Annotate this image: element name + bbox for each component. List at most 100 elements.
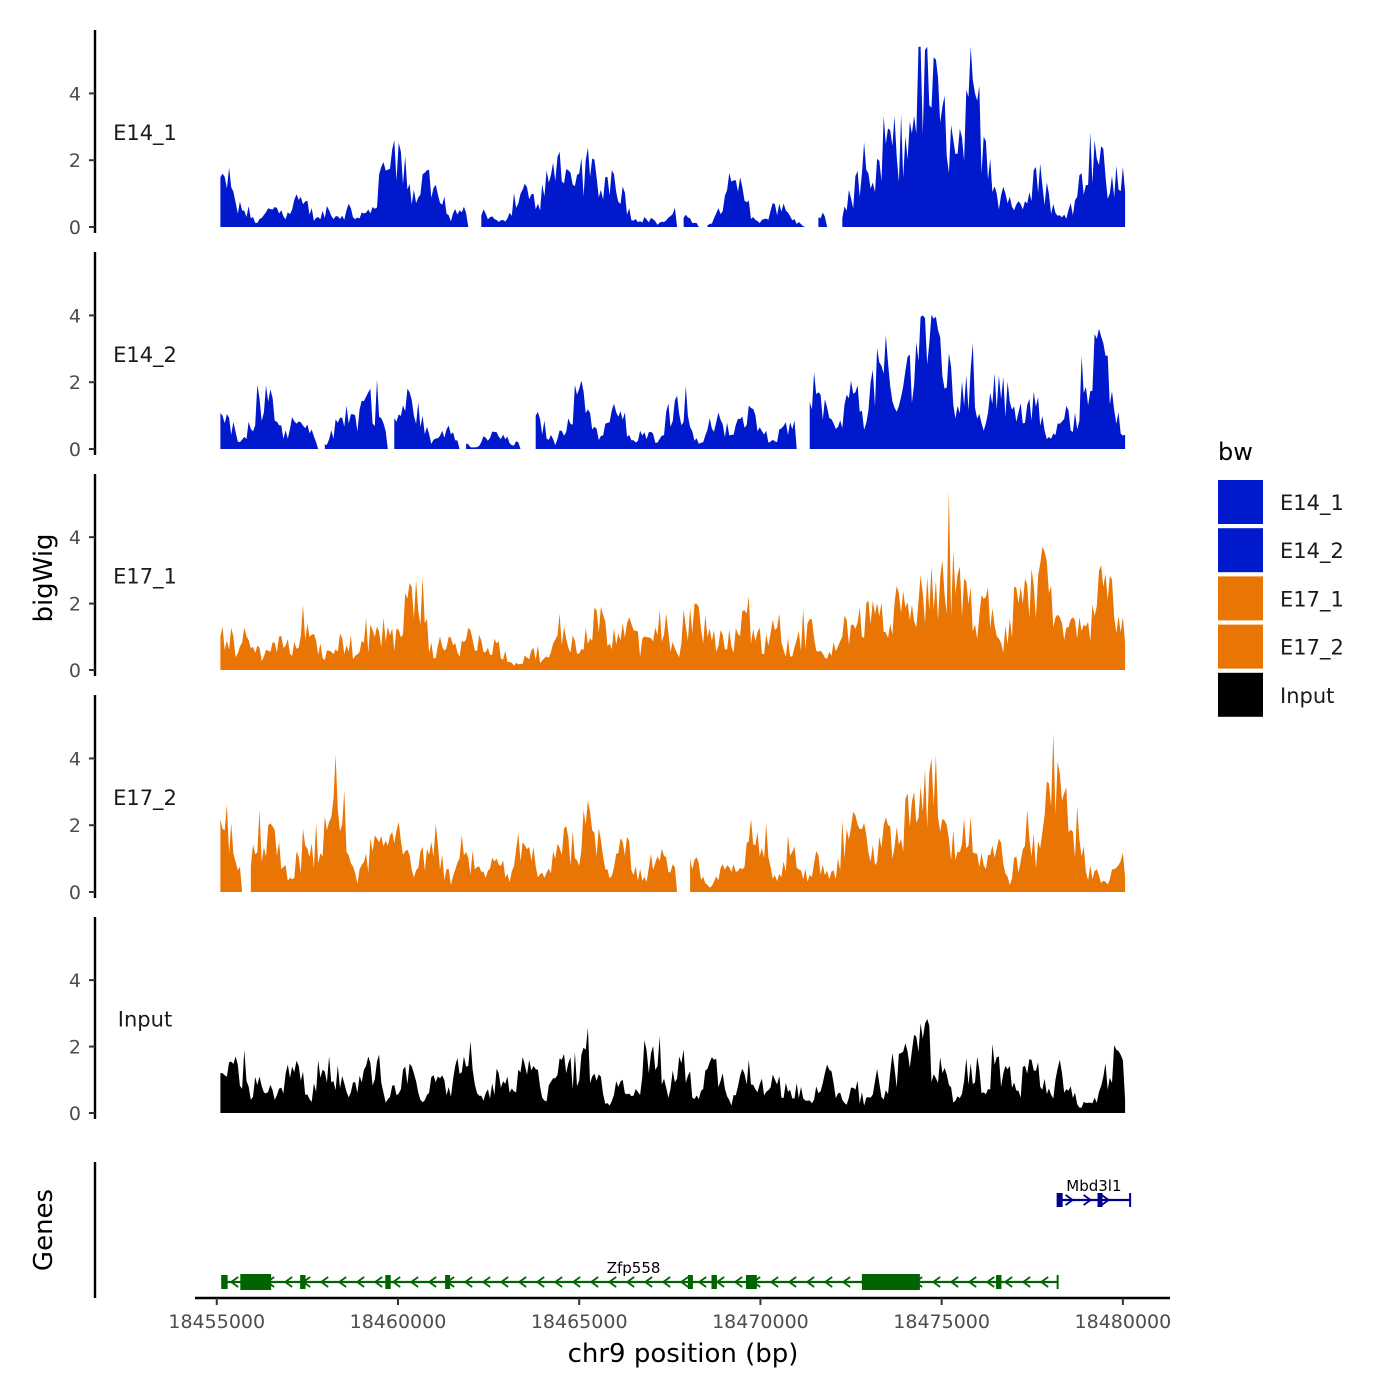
strand-arrow-icon: [337, 1276, 347, 1288]
gene-Zfp558: Zfp558: [221, 1259, 1059, 1290]
strand-arrow-icon: [229, 1276, 239, 1288]
strand-arrow-icon: [625, 1276, 635, 1288]
gene-exon: [1057, 1193, 1063, 1207]
y-tick-label: 2: [69, 594, 81, 616]
track-Input: 0 2 4 Input: [69, 917, 1126, 1125]
y-tick-label: 0: [69, 882, 81, 904]
legend-item: E14_2: [1218, 528, 1344, 573]
y-tick-label: 0: [69, 1103, 81, 1125]
legend-item: Input: [1218, 672, 1334, 717]
gene-models: Zfp558 Mbd3l1: [221, 1177, 1132, 1290]
strand-arrow-icon: [661, 1276, 671, 1288]
track-label: E17_2: [113, 786, 177, 811]
genes-panel: Genes Zfp558 Mbd3l1: [29, 1162, 1132, 1298]
strand-arrow-icon: [697, 1276, 707, 1288]
legend-item: E17_1: [1218, 576, 1344, 621]
legend-item: E17_2: [1218, 624, 1344, 669]
strand-arrow-icon: [499, 1276, 509, 1288]
strand-arrow-icon: [1039, 1276, 1049, 1288]
y-tick-label: 4: [69, 970, 81, 992]
strand-arrow-icon: [517, 1276, 527, 1288]
gene-exon: [687, 1275, 693, 1289]
track-E17_2: 0 2 4 E17_2: [69, 695, 1126, 904]
strand-arrow-icon: [553, 1276, 563, 1288]
y-tick-label: 4: [69, 83, 81, 105]
y-tick-label: 0: [69, 660, 81, 682]
strand-arrow-icon: [589, 1276, 599, 1288]
x-axis-title: chr9 position (bp): [568, 1339, 799, 1369]
strand-arrow-icon: [931, 1276, 941, 1288]
gene-exon: [445, 1275, 451, 1289]
track-label: E14_1: [113, 121, 177, 146]
track-label: Input: [118, 1008, 172, 1032]
signal-area-E14_1: [220, 46, 1126, 228]
legend-label: E17_1: [1280, 587, 1344, 612]
y-axis-title: bigWig: [29, 533, 59, 622]
strand-arrow-icon: [481, 1276, 491, 1288]
gene-exon: [1097, 1193, 1103, 1207]
legend-items: E14_1 E14_2 E17_1 E17_2 Input: [1218, 480, 1344, 717]
strand-arrow-icon: [1065, 1194, 1075, 1206]
y-tick-label: 4: [69, 527, 81, 549]
strand-arrow-icon: [1003, 1276, 1013, 1288]
gene-Mbd3l1: Mbd3l1: [1056, 1177, 1132, 1207]
track-E14_1: 0 2 4 E14_1: [69, 30, 1126, 239]
legend-label: E14_2: [1280, 539, 1344, 564]
strand-arrow-icon: [787, 1276, 797, 1288]
x-tick-label: 18475000: [893, 1311, 990, 1333]
gene-exon: [222, 1275, 228, 1289]
strand-arrow-icon: [427, 1276, 437, 1288]
y-tick-label: 0: [69, 439, 81, 461]
x-tick-label: 18460000: [350, 1311, 447, 1333]
signal-area-E14_2: [220, 314, 1126, 449]
strand-arrow-icon: [841, 1276, 851, 1288]
legend-swatch: [1218, 528, 1263, 573]
strand-arrow-icon: [463, 1276, 473, 1288]
x-tick-label: 18455000: [168, 1311, 265, 1333]
y-tick-label: 4: [69, 305, 81, 327]
signal-area-E17_2: [220, 733, 1126, 892]
legend: bw E14_1 E14_2 E17_1 E17_2 Input: [1218, 438, 1344, 717]
legend-label: Input: [1280, 684, 1334, 708]
genes-axis-title: Genes: [29, 1189, 59, 1271]
strand-arrow-icon: [769, 1276, 779, 1288]
x-tick-label: 18465000: [531, 1311, 628, 1333]
track-E17_1: 0 2 4 E17_1: [69, 474, 1126, 682]
gene-exon: [240, 1274, 272, 1290]
strand-arrow-icon: [949, 1276, 959, 1288]
x-tick-label: 18470000: [712, 1311, 809, 1333]
track-label: E14_2: [113, 343, 177, 368]
y-tick-label: 0: [69, 217, 81, 239]
strand-arrow-icon: [607, 1276, 617, 1288]
legend-swatch: [1218, 576, 1263, 621]
strand-arrow-icon: [1021, 1276, 1031, 1288]
signal-area-Input: [220, 1019, 1126, 1113]
strand-arrow-icon: [355, 1276, 365, 1288]
signal-tracks: 0 2 4 E14_1 0 2 4 E14_2 0 2 4 E17_1 0 2 4 E17_2 0 2 4 Input: [69, 30, 1126, 1125]
strand-arrow-icon: [391, 1276, 401, 1288]
strand-arrow-icon: [1101, 1194, 1111, 1206]
gene-exon: [861, 1274, 920, 1290]
strand-arrow-icon: [283, 1276, 293, 1288]
legend-swatch: [1218, 672, 1263, 717]
y-tick-label: 2: [69, 372, 81, 394]
strand-arrow-icon: [679, 1276, 689, 1288]
y-tick-label: 4: [69, 748, 81, 770]
y-tick-label: 2: [69, 815, 81, 837]
strand-arrow-icon: [535, 1276, 545, 1288]
gene-label: Mbd3l1: [1066, 1177, 1121, 1195]
strand-arrow-icon: [643, 1276, 653, 1288]
strand-arrow-icon: [805, 1276, 815, 1288]
strand-arrow-icon: [571, 1276, 581, 1288]
strand-arrow-icon: [823, 1276, 833, 1288]
legend-title: bw: [1218, 438, 1253, 466]
gene-exon: [711, 1275, 717, 1289]
strand-arrow-icon: [409, 1276, 419, 1288]
strand-arrow-icon: [715, 1276, 725, 1288]
gene-label: Zfp558: [607, 1259, 661, 1277]
gene-exon: [745, 1275, 757, 1289]
y-tick-label: 2: [69, 150, 81, 172]
legend-label: E17_2: [1280, 636, 1344, 661]
strand-arrow-icon: [967, 1276, 977, 1288]
